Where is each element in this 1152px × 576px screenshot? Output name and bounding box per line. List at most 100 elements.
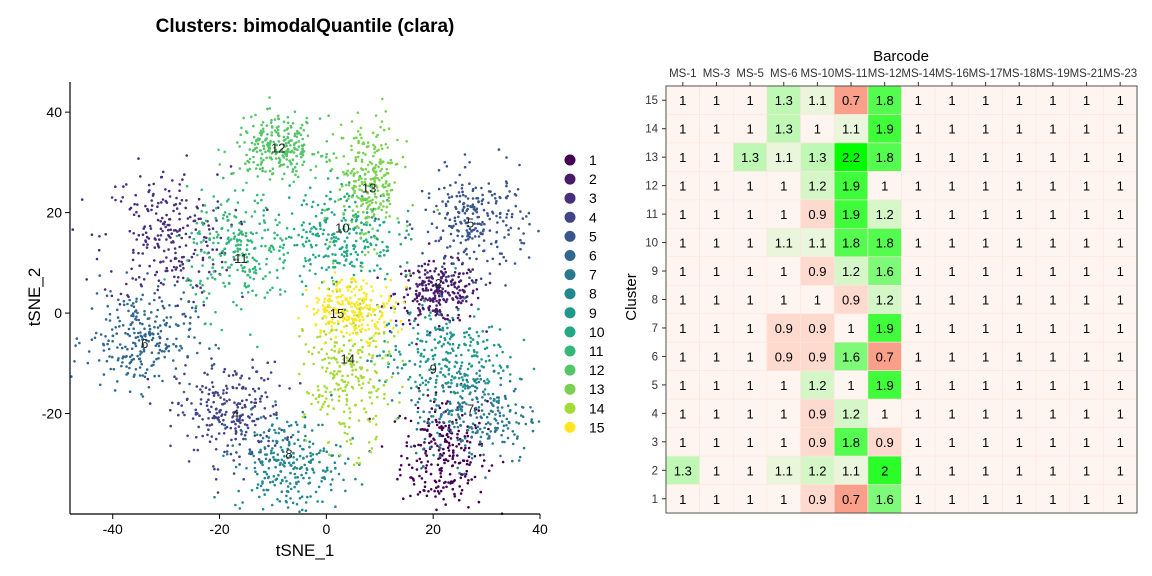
scatter-point xyxy=(511,442,515,446)
scatter-point xyxy=(355,205,359,208)
scatter-point xyxy=(443,267,447,271)
scatter-point xyxy=(228,212,231,216)
scatter-point xyxy=(479,231,482,235)
scatter-point xyxy=(468,314,472,318)
scatter-point xyxy=(415,342,418,346)
scatter-point xyxy=(277,156,281,160)
scatter-point xyxy=(295,154,298,158)
scatter-point xyxy=(371,356,374,360)
scatter-point xyxy=(444,458,448,461)
scatter-point xyxy=(203,204,207,207)
scatter-point xyxy=(259,163,263,166)
scatter-point xyxy=(252,124,255,128)
scatter-point xyxy=(364,167,368,171)
cluster-15-points xyxy=(297,271,408,354)
scatter-point xyxy=(273,129,277,132)
scatter-point xyxy=(376,276,379,280)
scatter-point xyxy=(150,351,154,355)
scatter-point xyxy=(189,283,192,287)
scatter-point xyxy=(482,249,486,252)
scatter-point xyxy=(265,473,269,476)
scatter-point xyxy=(232,472,236,475)
scatter-point xyxy=(173,257,177,261)
scatter-point xyxy=(273,360,277,364)
scatter-point xyxy=(277,134,281,138)
scatter-point xyxy=(402,497,405,501)
scatter-point xyxy=(267,444,270,448)
heatmap-cell-value: 2.2 xyxy=(842,150,860,165)
scatter-point xyxy=(432,210,436,214)
scatter-point xyxy=(463,249,467,252)
scatter-point xyxy=(476,229,479,233)
scatter-point xyxy=(294,420,298,424)
scatter-point xyxy=(238,463,241,466)
scatter-point xyxy=(283,430,286,433)
scatter-point xyxy=(316,335,319,339)
scatter-point xyxy=(167,349,171,353)
scatter-point xyxy=(145,368,149,371)
scatter-point xyxy=(222,281,225,285)
scatter-point xyxy=(329,294,332,298)
scatter-point xyxy=(250,215,254,218)
scatter-point xyxy=(382,160,385,163)
scatter-point xyxy=(376,264,379,267)
scatter-point xyxy=(446,400,449,403)
scatter-point xyxy=(376,395,379,399)
scatter-point xyxy=(456,432,459,436)
scatter-point xyxy=(353,305,357,308)
scatter-point xyxy=(239,243,242,247)
scatter-point xyxy=(429,280,433,284)
scatter-point xyxy=(376,177,380,180)
scatter-point xyxy=(255,472,259,476)
scatter-point xyxy=(263,493,267,496)
scatter-point xyxy=(488,229,492,232)
scatter-point xyxy=(266,149,270,152)
heatmap-cell-value: 1 xyxy=(1049,264,1056,279)
scatter-point xyxy=(317,423,320,427)
heatmap-y-label: 15 xyxy=(645,95,658,107)
scatter-point xyxy=(245,260,249,264)
scatter-point xyxy=(169,228,172,231)
scatter-point xyxy=(357,288,361,292)
scatter-point xyxy=(224,260,227,264)
scatter-point xyxy=(372,417,375,421)
heatmap-cell xyxy=(1069,199,1104,229)
scatter-point xyxy=(494,197,497,200)
scatter-point xyxy=(163,220,167,224)
heatmap-cell-value: 1 xyxy=(746,492,753,507)
scatter-point xyxy=(125,183,128,186)
scatter-point xyxy=(465,229,469,232)
scatter-point xyxy=(458,417,462,420)
scatter-point xyxy=(411,299,415,303)
heatmap-cell-value: 1.6 xyxy=(876,264,894,279)
heatmap-cell xyxy=(867,427,902,457)
scatter-point xyxy=(368,304,371,307)
scatter-point xyxy=(413,363,417,366)
scatter-point xyxy=(375,149,379,153)
scatter-point xyxy=(481,396,484,399)
scatter-point xyxy=(286,447,290,451)
scatter-point xyxy=(354,285,358,289)
scatter-point xyxy=(262,147,266,150)
scatter-point xyxy=(238,221,241,225)
scatter-point xyxy=(327,300,331,303)
scatter-point xyxy=(87,350,91,353)
heatmap-cell-value: 1 xyxy=(948,236,955,251)
scatter-point xyxy=(353,191,356,195)
scatter-point xyxy=(432,437,435,441)
scatter-point xyxy=(405,273,408,277)
scatter-point xyxy=(208,232,212,235)
heatmap-cell-value: 1.2 xyxy=(808,463,826,478)
heatmap-cell-value: 0.9 xyxy=(808,406,826,421)
scatter-point xyxy=(240,291,244,295)
scatter-point xyxy=(466,459,469,463)
scatter-point xyxy=(308,445,311,449)
scatter-point xyxy=(262,158,265,162)
scatter-point xyxy=(190,402,193,405)
scatter-point xyxy=(454,418,458,422)
scatter-point xyxy=(292,151,296,154)
scatter-point xyxy=(286,121,290,125)
scatter-point xyxy=(268,143,271,147)
scatter-point xyxy=(196,351,199,355)
scatter-point xyxy=(408,343,411,347)
